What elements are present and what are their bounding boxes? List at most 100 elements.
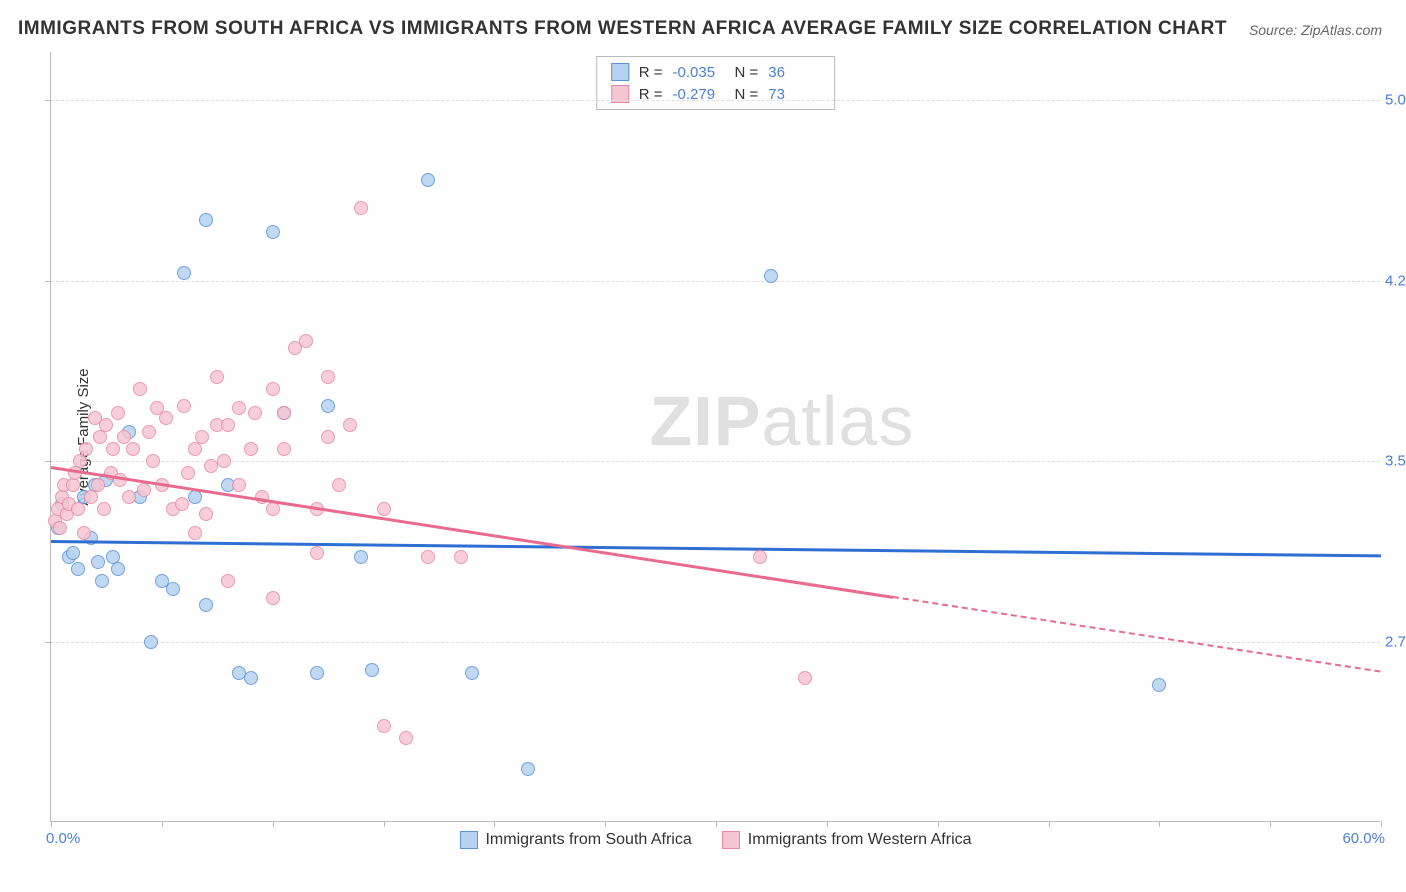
scatter-point — [365, 663, 379, 677]
y-tick-label: 4.25 — [1385, 272, 1406, 289]
scatter-point — [66, 478, 80, 492]
scatter-point — [277, 442, 291, 456]
scatter-point — [310, 666, 324, 680]
y-tick-label: 5.00 — [1385, 92, 1406, 109]
scatter-point — [91, 555, 105, 569]
trend-line — [51, 466, 894, 598]
scatter-point — [277, 406, 291, 420]
x-axis-min-label: 0.0% — [46, 830, 80, 847]
scatter-point — [175, 497, 189, 511]
source-attribution: Source: ZipAtlas.com — [1249, 22, 1382, 38]
scatter-point — [354, 201, 368, 215]
scatter-point — [71, 562, 85, 576]
scatter-point — [95, 574, 109, 588]
scatter-point — [321, 370, 335, 384]
scatter-point — [210, 370, 224, 384]
x-tick-mark — [1159, 821, 1160, 827]
swatch-series-0 — [611, 63, 629, 81]
x-tick-mark — [605, 821, 606, 827]
scatter-point — [244, 442, 258, 456]
n-label-0: N = — [735, 64, 759, 81]
plot-area: Average Family Size ZIPatlas R = -0.035 … — [50, 52, 1380, 822]
scatter-point — [521, 762, 535, 776]
n-value-0: 36 — [768, 64, 820, 81]
stats-row-series-0: R = -0.035 N = 36 — [611, 61, 821, 83]
scatter-point — [133, 382, 147, 396]
scatter-point — [377, 719, 391, 733]
chart-title: IMMIGRANTS FROM SOUTH AFRICA VS IMMIGRAN… — [18, 18, 1227, 40]
scatter-point — [221, 574, 235, 588]
scatter-point — [764, 269, 778, 283]
trend-line — [51, 540, 1381, 557]
scatter-point — [106, 442, 120, 456]
scatter-point — [142, 425, 156, 439]
legend-label-1: Immigrants from Western Africa — [748, 831, 972, 849]
legend-item-0: Immigrants from South Africa — [459, 831, 691, 849]
y-tick-label: 2.75 — [1385, 633, 1406, 650]
scatter-point — [195, 430, 209, 444]
scatter-point — [354, 550, 368, 564]
y-tick-mark — [45, 100, 51, 101]
y-tick-mark — [45, 461, 51, 462]
scatter-point — [181, 466, 195, 480]
scatter-point — [199, 598, 213, 612]
scatter-point — [248, 406, 262, 420]
legend-item-1: Immigrants from Western Africa — [722, 831, 972, 849]
scatter-point — [343, 418, 357, 432]
scatter-point — [166, 582, 180, 596]
x-tick-mark — [51, 821, 52, 827]
scatter-point — [421, 550, 435, 564]
scatter-point — [199, 213, 213, 227]
x-tick-mark — [384, 821, 385, 827]
y-tick-mark — [45, 642, 51, 643]
scatter-point — [266, 502, 280, 516]
x-tick-mark — [162, 821, 163, 827]
scatter-point — [91, 478, 105, 492]
scatter-point — [204, 459, 218, 473]
scatter-point — [84, 490, 98, 504]
legend-swatch-0 — [459, 831, 477, 849]
scatter-point — [299, 334, 313, 348]
scatter-point — [126, 442, 140, 456]
scatter-point — [73, 454, 87, 468]
scatter-point — [66, 546, 80, 560]
watermark: ZIPatlas — [650, 381, 915, 461]
gridline — [51, 100, 1380, 101]
bottom-legend: Immigrants from South Africa Immigrants … — [459, 831, 971, 849]
x-tick-mark — [716, 821, 717, 827]
scatter-point — [321, 399, 335, 413]
scatter-point — [798, 671, 812, 685]
scatter-point — [266, 591, 280, 605]
scatter-point — [99, 418, 113, 432]
x-tick-mark — [938, 821, 939, 827]
stats-legend-box: R = -0.035 N = 36 R = -0.279 N = 73 — [596, 56, 836, 110]
scatter-point — [144, 635, 158, 649]
scatter-point — [188, 490, 202, 504]
x-tick-mark — [1270, 821, 1271, 827]
scatter-point — [321, 430, 335, 444]
scatter-point — [111, 562, 125, 576]
x-tick-mark — [827, 821, 828, 827]
scatter-point — [111, 406, 125, 420]
scatter-point — [217, 454, 231, 468]
scatter-point — [332, 478, 346, 492]
scatter-point — [177, 266, 191, 280]
scatter-point — [177, 399, 191, 413]
scatter-point — [232, 401, 246, 415]
x-axis-max-label: 60.0% — [1342, 830, 1385, 847]
scatter-point — [77, 526, 91, 540]
y-tick-mark — [45, 281, 51, 282]
x-tick-mark — [1381, 821, 1382, 827]
scatter-point — [159, 411, 173, 425]
scatter-point — [122, 490, 136, 504]
scatter-point — [399, 731, 413, 745]
scatter-point — [454, 550, 468, 564]
scatter-point — [465, 666, 479, 680]
scatter-point — [53, 521, 67, 535]
x-tick-mark — [494, 821, 495, 827]
r-value-0: -0.035 — [673, 64, 725, 81]
scatter-point — [71, 502, 85, 516]
legend-swatch-1 — [722, 831, 740, 849]
scatter-point — [137, 483, 151, 497]
scatter-point — [199, 507, 213, 521]
